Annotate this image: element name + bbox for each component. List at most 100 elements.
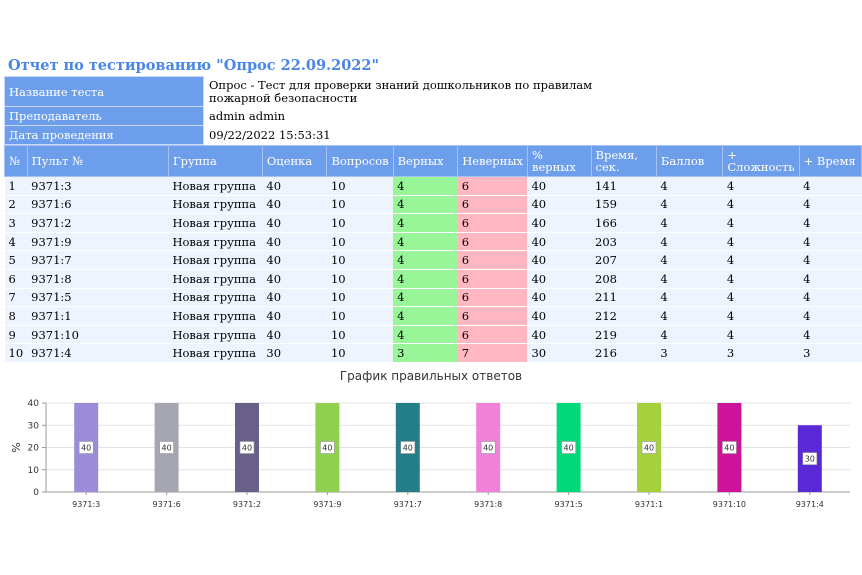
data-label: 40 (564, 444, 574, 453)
data-label: 40 (644, 444, 654, 453)
cell-difficulty: 4 (722, 213, 800, 233)
cell-grade: 40 (262, 325, 327, 345)
cell-time: 208 (591, 269, 657, 289)
cell-remote: 9371:9 (27, 232, 169, 252)
table-row: 9 9371:10 Новая группа 40 10 4 6 40 219 4 4 4 (4, 325, 862, 345)
cell-percent: 40 (527, 306, 592, 326)
results-header-row: № Пульт № Группа Оценка Вопросов Верных … (4, 145, 862, 177)
x-tick-label: 9371:8 (474, 500, 502, 509)
cell-percent: 30 (527, 343, 592, 363)
x-tick-label: 9371:2 (233, 500, 261, 509)
correct-answers-chart: 0 10 20 30 40% 40 9371:3 40 9371:6 40 9371:2 40 9371… (10, 399, 850, 509)
y-tick-label: 20 (28, 444, 40, 454)
data-label: 40 (81, 444, 91, 453)
table-row: 7 9371:5 Новая группа 40 10 4 6 40 211 4 4 4 (4, 288, 862, 308)
col-header-percent: % верных (526, 145, 592, 177)
col-header-questions: Вопросов (326, 145, 394, 177)
cell-questions: 10 (326, 288, 394, 308)
cell-number: 10 (4, 343, 28, 363)
cell-grade: 40 (262, 306, 327, 326)
table-row: 4 9371:9 Новая группа 40 10 4 6 40 203 4 4 4 (4, 232, 862, 252)
cell-grade: 40 (262, 269, 327, 289)
cell-wrong: 6 (457, 250, 528, 270)
data-label-box (320, 441, 335, 454)
data-label: 40 (162, 444, 172, 453)
cell-correct: 4 (393, 325, 458, 345)
data-label: 40 (403, 444, 413, 453)
y-tick-label: 10 (28, 466, 40, 476)
cell-correct: 4 (393, 269, 458, 289)
cell-questions: 10 (326, 213, 394, 233)
col-header-score: Баллов (655, 145, 724, 177)
cell-questions: 10 (326, 343, 394, 363)
table-row: 8 9371:1 Новая группа 40 10 4 6 40 212 4 4 4 (4, 306, 862, 326)
col-header-remote: Пульт № (26, 145, 169, 177)
data-label-box (239, 441, 255, 454)
cell-score: 4 (656, 306, 723, 326)
y-tick-label: 40 (28, 399, 40, 409)
cell-questions: 10 (326, 325, 394, 345)
cell-number: 6 (4, 269, 28, 289)
date-label: Дата проведения (4, 125, 204, 145)
data-label-box (802, 452, 818, 465)
col-header-correct: Верных (392, 145, 459, 177)
cell-number: 8 (4, 306, 28, 326)
cell-time-bonus: 4 (799, 195, 862, 215)
cell-difficulty: 4 (722, 269, 800, 289)
table-row: 2 9371:6 Новая группа 40 10 4 6 40 159 4 4 4 (4, 195, 862, 215)
cell-number: 9 (4, 325, 28, 345)
data-label-box (78, 441, 94, 454)
cell-group: Новая группа (168, 288, 263, 308)
cell-time-bonus: 3 (799, 343, 862, 363)
cell-time: 159 (591, 195, 657, 215)
cell-remote: 9371:4 (27, 343, 169, 363)
cell-remote: 9371:3 (27, 176, 169, 196)
data-label-box (561, 441, 576, 454)
y-tick-label: 30 (28, 421, 40, 431)
x-tick-label: 9371:5 (555, 500, 583, 509)
cell-difficulty: 3 (722, 343, 800, 363)
x-tick-label: 9371:4 (796, 500, 824, 509)
cell-group: Новая группа (168, 343, 263, 363)
cell-correct: 4 (393, 250, 458, 270)
cell-number: 5 (4, 250, 28, 270)
cell-score: 4 (656, 288, 723, 308)
cell-questions: 10 (326, 250, 394, 270)
x-tick-label: 9371:1 (635, 500, 663, 509)
cell-grade: 40 (262, 176, 327, 196)
cell-score: 4 (656, 176, 723, 196)
cell-wrong: 6 (457, 325, 528, 345)
cell-difficulty: 4 (722, 250, 800, 270)
table-row: 1 9371:3 Новая группа 40 10 4 6 40 141 4 4 4 (4, 176, 862, 196)
cell-group: Новая группа (168, 195, 263, 215)
cell-difficulty: 4 (722, 195, 800, 215)
col-header-wrong: Неверных (457, 145, 528, 177)
data-label-box (159, 441, 174, 454)
cell-correct: 3 (393, 343, 458, 363)
cell-time-bonus: 4 (799, 232, 862, 252)
cell-time-bonus: 4 (799, 325, 862, 345)
report-title: Отчет по тестированию "Опрос 22.09.2022" (8, 57, 380, 74)
cell-difficulty: 4 (722, 176, 800, 196)
cell-difficulty: 4 (722, 288, 800, 308)
info-row-date: Дата проведения 09/22/2022 15:53:31 (4, 125, 634, 145)
cell-correct: 4 (393, 195, 458, 215)
cell-questions: 10 (326, 195, 394, 215)
test-name-label: Название теста (4, 76, 204, 107)
cell-difficulty: 4 (722, 232, 800, 252)
cell-grade: 40 (262, 288, 327, 308)
x-tick-label: 9371:10 (713, 500, 746, 509)
cell-time: 212 (591, 306, 657, 326)
cell-wrong: 6 (457, 288, 528, 308)
cell-difficulty: 4 (722, 325, 800, 345)
cell-score: 4 (656, 250, 723, 270)
cell-time-bonus: 4 (799, 269, 862, 289)
cell-percent: 40 (527, 195, 592, 215)
cell-time-bonus: 4 (799, 306, 862, 326)
cell-wrong: 6 (457, 232, 528, 252)
x-tick-label: 9371:6 (153, 500, 181, 509)
cell-group: Новая группа (168, 213, 263, 233)
cell-group: Новая группа (168, 306, 263, 326)
cell-number: 3 (4, 213, 28, 233)
cell-remote: 9371:7 (27, 250, 169, 270)
